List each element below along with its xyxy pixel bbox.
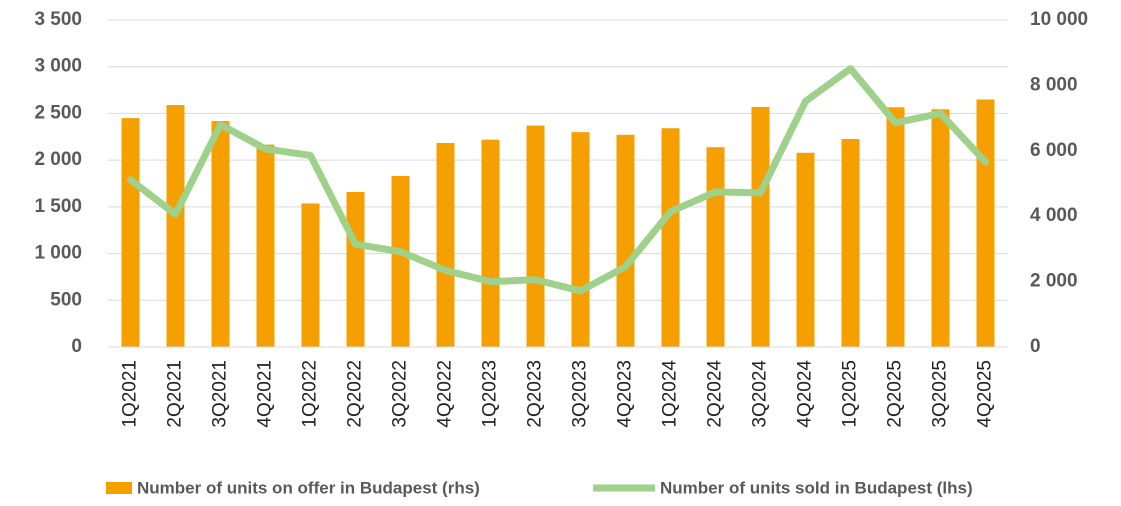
- line: [127, 65, 989, 295]
- bar: [256, 144, 275, 347]
- x-tick-label: 1Q2025: [840, 360, 861, 428]
- bar: [481, 139, 500, 347]
- bar: [436, 142, 455, 347]
- bar: [616, 134, 635, 347]
- x-tick-label: 4Q2024: [795, 360, 816, 428]
- y2-tick-label: 0: [1030, 336, 1041, 357]
- x-tick-label: 2Q2022: [345, 360, 366, 428]
- y-tick-label: 3 000: [34, 56, 82, 77]
- y2-tick-label: 10 000: [1030, 9, 1088, 30]
- y-tick-label: 2 500: [34, 102, 82, 123]
- y2-tick-label: 2 000: [1030, 271, 1078, 292]
- legend-label: Number of units sold in Budapest (lhs): [660, 478, 973, 497]
- x-tick-label: 1Q2024: [660, 360, 681, 428]
- y-tick-label: 2 000: [34, 149, 82, 170]
- x-tick-label: 1Q2022: [300, 360, 321, 428]
- y-tick-label: 1 000: [34, 243, 82, 264]
- y2-tick-label: 4 000: [1030, 205, 1078, 226]
- bar: [346, 192, 365, 347]
- x-tick-label: 2Q2025: [885, 360, 906, 428]
- x-tick-label: 2Q2024: [705, 360, 726, 428]
- y2-tick-label: 8 000: [1030, 74, 1078, 95]
- bar: [166, 105, 185, 348]
- bar: [211, 121, 230, 347]
- bar: [661, 128, 680, 347]
- x-tick-label: 3Q2023: [570, 360, 591, 428]
- x-tick-label: 4Q2025: [975, 360, 996, 428]
- bar: [121, 118, 140, 347]
- bar: [796, 152, 815, 347]
- bar: [931, 109, 950, 348]
- bar: [841, 139, 860, 347]
- bar: [526, 125, 545, 347]
- x-tick-label: 3Q2022: [390, 360, 411, 428]
- bar: [751, 106, 770, 348]
- x-tick-label: 3Q2024: [750, 360, 771, 428]
- bar: [976, 99, 995, 347]
- x-tick-label: 4Q2022: [435, 360, 456, 428]
- y-tick-label: 3 500: [34, 9, 82, 30]
- x-tick-label: 3Q2025: [930, 360, 951, 428]
- y-tick-label: 0: [71, 336, 82, 357]
- legend-label: Number of units on offer in Budapest (rh…: [137, 478, 480, 497]
- y2-tick-label: 6 000: [1030, 140, 1078, 161]
- x-tick-label: 1Q2021: [120, 360, 141, 428]
- legend-swatch: [106, 482, 132, 494]
- x-tick-label: 1Q2023: [480, 360, 501, 428]
- bar: [706, 147, 725, 347]
- bar: [886, 107, 905, 348]
- x-tick-label: 2Q2021: [165, 360, 186, 428]
- bar: [391, 175, 410, 347]
- x-tick-label: 2Q2023: [525, 360, 546, 428]
- y-tick-label: 500: [50, 289, 82, 310]
- x-tick-label: 4Q2021: [255, 360, 276, 428]
- y-tick-label: 1 500: [34, 196, 82, 217]
- x-tick-label: 4Q2023: [615, 360, 636, 428]
- bar: [301, 203, 320, 347]
- bar: [571, 132, 590, 347]
- x-tick-label: 3Q2021: [210, 360, 231, 428]
